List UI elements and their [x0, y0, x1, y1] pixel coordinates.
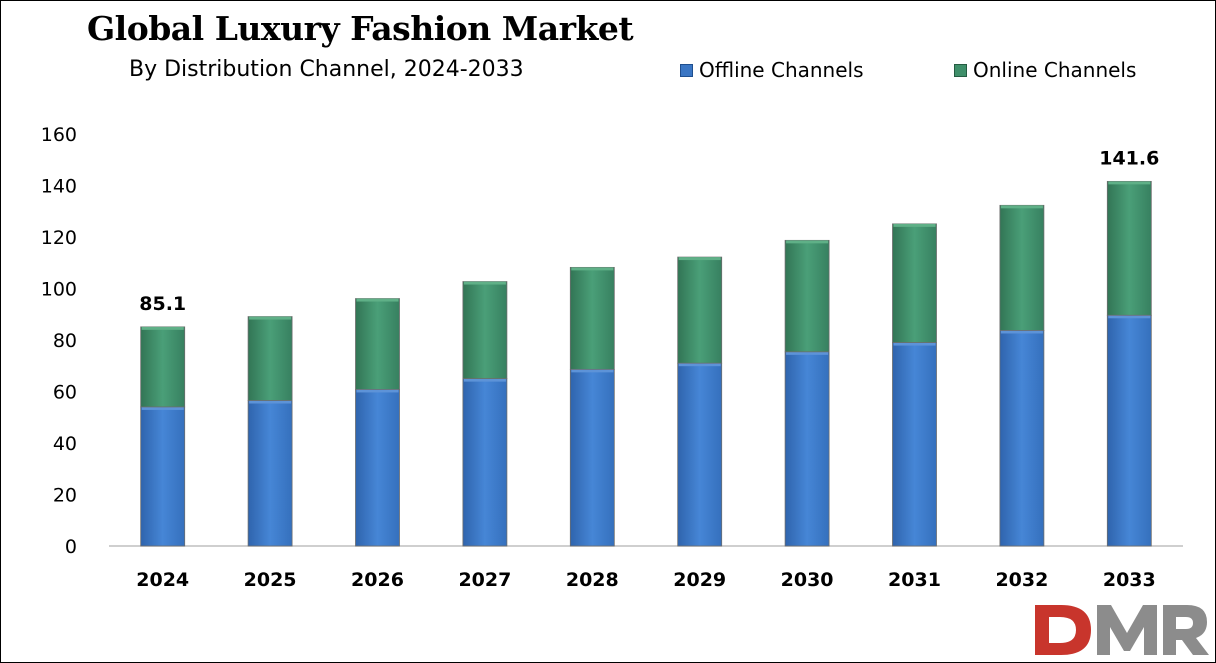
bar-online-2026 — [355, 298, 400, 390]
y-tick-label: 60 — [53, 382, 77, 404]
bar-bevel-offline-2028 — [571, 369, 614, 373]
x-tick-label: 2029 — [673, 569, 726, 591]
legend-item-online: Online Channels — [954, 58, 1136, 82]
bar-bevel-online-2033 — [1108, 181, 1151, 185]
x-tick-label: 2032 — [995, 569, 1048, 591]
y-tick-label: 160 — [41, 124, 77, 146]
bar-bevel-offline-2033 — [1108, 315, 1151, 319]
legend-swatch-online — [954, 63, 967, 77]
chart-title: Global Luxury Fashion Market — [87, 9, 634, 48]
y-tick-label: 80 — [53, 330, 77, 352]
bar-online-2024 — [140, 326, 186, 408]
bar-offline-2032 — [999, 330, 1045, 547]
bar-bevel-online-2029 — [678, 257, 721, 261]
x-tick-label: 2033 — [1103, 569, 1156, 591]
y-tick-label: 20 — [53, 485, 77, 507]
bar-bevel-online-2026 — [356, 298, 399, 302]
bar-online-2028 — [569, 266, 615, 370]
x-tick-label: 2027 — [458, 569, 511, 591]
data-label-2024: 85.1 — [139, 293, 186, 315]
bar-online-2027 — [462, 281, 508, 380]
dmr-logo — [1035, 605, 1209, 655]
bar-bevel-offline-2031 — [893, 342, 936, 346]
x-tick-label: 2024 — [136, 569, 189, 591]
data-label-2033: 141.6 — [1099, 147, 1159, 169]
bar-online-2032 — [999, 204, 1045, 331]
x-tick-label: 2025 — [244, 569, 297, 591]
bar-online-2029 — [677, 256, 723, 364]
bar-bevel-online-2028 — [571, 267, 614, 271]
bar-bevel-offline-2032 — [1000, 330, 1043, 334]
y-tick-label: 0 — [65, 536, 77, 558]
bar-bevel-offline-2025 — [249, 400, 292, 404]
bar-offline-2026 — [355, 389, 400, 547]
bar-online-2033 — [1106, 180, 1152, 316]
bar-offline-2027 — [462, 378, 508, 547]
bar-bevel-offline-2029 — [678, 363, 721, 367]
y-tick-label: 100 — [41, 279, 77, 301]
legend-swatch-offline — [680, 63, 693, 77]
legend-label-offline: Offline Channels — [699, 58, 864, 82]
bar-online-2031 — [892, 223, 937, 343]
bar-bevel-offline-2030 — [786, 351, 829, 355]
y-tick-label: 120 — [41, 227, 77, 249]
legend-item-offline: Offline Channels — [680, 58, 864, 82]
legend-label-online: Online Channels — [973, 58, 1137, 82]
logo-letter-m — [1097, 605, 1157, 655]
bar-bevel-online-2027 — [463, 281, 506, 285]
logo-letter-r — [1163, 605, 1209, 655]
x-tick-label: 2026 — [351, 569, 404, 591]
bar-offline-2029 — [677, 362, 723, 547]
bar-offline-2030 — [784, 351, 830, 547]
bar-bevel-online-2032 — [1000, 205, 1043, 209]
y-tick-label: 40 — [53, 433, 77, 455]
bar-offline-2031 — [892, 342, 937, 547]
bar-bevel-online-2031 — [893, 223, 936, 227]
x-tick-label: 2030 — [781, 569, 834, 591]
bar-bevel-offline-2026 — [356, 389, 399, 393]
logo-letter-d — [1035, 605, 1091, 655]
x-tick-label: 2031 — [888, 569, 941, 591]
y-tick-label: 140 — [41, 176, 77, 198]
bar-bevel-online-2025 — [249, 316, 292, 320]
bar-offline-2028 — [569, 368, 615, 547]
bar-bevel-online-2024 — [141, 326, 184, 330]
x-tick-label: 2028 — [566, 569, 619, 591]
bar-bevel-online-2030 — [786, 240, 829, 244]
bar-online-2025 — [247, 316, 293, 401]
bar-online-2030 — [784, 239, 830, 353]
bar-offline-2033 — [1106, 314, 1152, 547]
bar-offline-2024 — [140, 406, 186, 547]
bar-offline-2025 — [247, 400, 293, 547]
chart-subtitle: By Distribution Channel, 2024-2033 — [129, 57, 524, 82]
bar-bevel-offline-2024 — [141, 406, 184, 410]
bar-bevel-offline-2027 — [463, 378, 506, 382]
